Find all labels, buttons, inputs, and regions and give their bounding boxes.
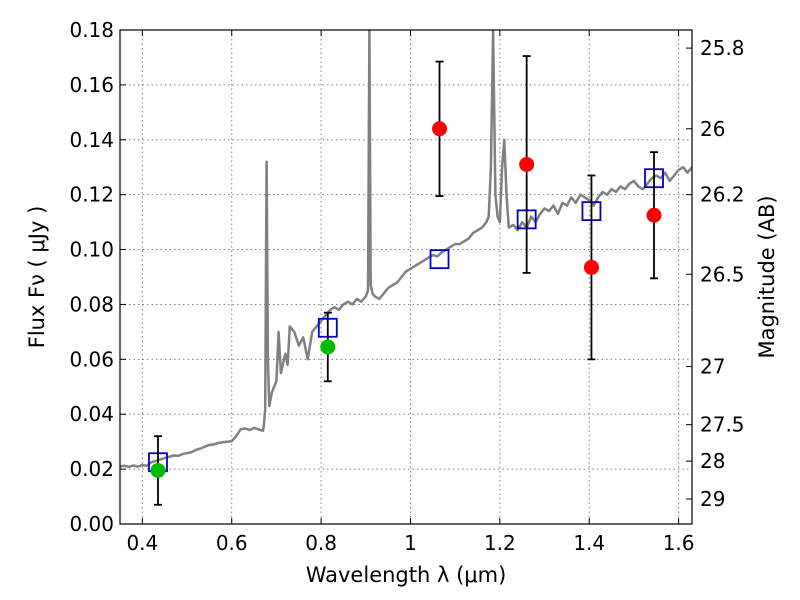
x-tick-label: 1	[404, 531, 417, 555]
observed-point	[583, 259, 599, 275]
spectrum-line	[120, 30, 692, 469]
right-tick-label: 25.8	[700, 36, 745, 60]
observed-point	[320, 339, 336, 355]
y-tick-label: 0.06	[69, 347, 114, 371]
right-tick-label: 27	[700, 354, 725, 378]
right-tick-label: 29	[700, 487, 725, 511]
right-tick-label: 28	[700, 449, 725, 473]
y-axis-label: Flux Fν ( μJy )	[25, 206, 49, 349]
grid-lines	[120, 29, 692, 525]
y-tick-label: 0.08	[69, 292, 114, 316]
model-square-marker	[429, 249, 450, 270]
observed-point	[519, 156, 535, 172]
right-tick-label: 26.5	[700, 262, 745, 286]
y-tick-label: 0.00	[69, 512, 114, 536]
y-tick-label: 0.12	[69, 183, 114, 207]
y-tick-label: 0.18	[69, 18, 114, 42]
observed-point	[432, 121, 448, 137]
x-tick-label: 1.2	[484, 531, 516, 555]
x-tick-label: 1.6	[663, 531, 695, 555]
y-tick-label: 0.02	[69, 457, 114, 481]
plot-frame	[119, 29, 693, 525]
right-tick-label: 26.2	[700, 183, 745, 207]
y-tick-label: 0.04	[69, 402, 114, 426]
x-axis-label: Wavelength λ (μm)	[306, 563, 507, 587]
y-tick-label: 0.16	[69, 73, 114, 97]
axis-ticks: 0.4 0.6 0.8 1 1.2 1.4 1.6 0.00 0.02 0.04 0.06 0.08 0…	[69, 18, 744, 555]
y-tick-label: 0.14	[69, 128, 114, 152]
right-tick-label: 27.5	[700, 413, 745, 437]
observed-point	[646, 207, 662, 223]
right-tick-label: 26	[700, 117, 725, 141]
x-tick-label: 0.6	[216, 531, 248, 555]
x-tick-label: 0.4	[126, 531, 158, 555]
x-tick-label: 0.8	[305, 531, 337, 555]
y-tick-label: 0.10	[69, 238, 114, 262]
data-series	[120, 30, 692, 506]
observed-point	[150, 462, 166, 478]
x-tick-label: 1.4	[573, 531, 605, 555]
right-axis-label: Magnitude (AB)	[755, 195, 779, 358]
